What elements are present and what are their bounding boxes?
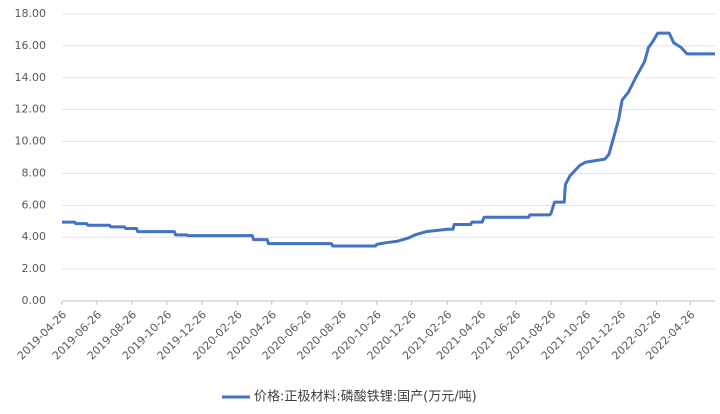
y-tick-label: 8.00 [22,166,47,179]
data-line [62,31,715,248]
y-tick-label: 4.00 [22,230,47,243]
y-tick-label: 0.00 [22,294,47,307]
y-tick-label: 14.00 [15,71,47,84]
y-tick-label: 10.00 [15,135,47,148]
y-tick-label: 2.00 [22,262,47,275]
y-tick-label: 16.00 [15,39,47,52]
legend-label: 价格:正极材料:磷酸铁锂:国产(万元/吨) [254,389,477,405]
y-tick-label: 6.00 [22,198,47,211]
y-tick-label: 18.00 [15,7,47,20]
y-tick-label: 12.00 [15,103,47,116]
